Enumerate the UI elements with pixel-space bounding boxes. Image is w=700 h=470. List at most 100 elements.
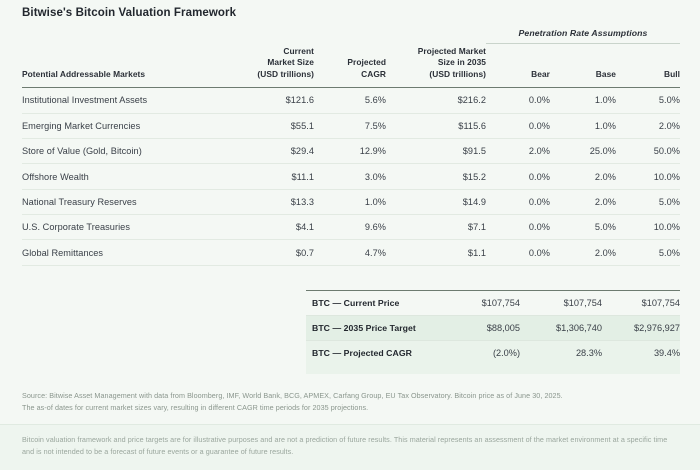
cell-market: Institutional Investment Assets bbox=[22, 88, 232, 114]
current-size-line3: (USD trillions) bbox=[257, 68, 314, 79]
projected-line2: Size in 2035 bbox=[437, 57, 486, 68]
source-line-1: Source: Bitwise Asset Management with da… bbox=[22, 391, 563, 400]
column-header-row: Potential Addressable Markets Current Ma… bbox=[22, 46, 680, 88]
btc-summary-body: BTC — Current Price $107,754 $107,754 $1… bbox=[306, 290, 680, 365]
btc-summary-panel: BTC — Current Price $107,754 $107,754 $1… bbox=[306, 290, 680, 374]
cell-cagr: 4.7% bbox=[314, 239, 386, 266]
summary-top-rule bbox=[306, 290, 680, 291]
cell-bear: 2.0% bbox=[486, 138, 550, 165]
cell-cagr: 7.5% bbox=[314, 113, 386, 139]
disclaimer-panel: Bitcoin valuation framework and price ta… bbox=[0, 424, 700, 470]
group-underline bbox=[486, 43, 680, 44]
col-header-current-size: Current Market Size (USD trillions) bbox=[232, 46, 314, 88]
cell-bull: 50.0% bbox=[616, 138, 680, 165]
cell-base: 1.0% bbox=[550, 113, 616, 139]
cell-market: Offshore Wealth bbox=[22, 163, 232, 190]
col-header-bull: Bull bbox=[616, 46, 680, 88]
cell-bear: 0.0% bbox=[486, 239, 550, 266]
summary-bull: $2,976,927 bbox=[602, 315, 680, 341]
cell-bear: 0.0% bbox=[486, 88, 550, 114]
penetration-group-label: Penetration Rate Assumptions bbox=[518, 28, 648, 38]
summary-bull: 39.4% bbox=[602, 340, 680, 365]
table-row: National Treasury Reserves $13.3 1.0% $1… bbox=[22, 189, 680, 216]
cell-base: 2.0% bbox=[550, 163, 616, 190]
cell-bull: 10.0% bbox=[616, 214, 680, 241]
table-row: Offshore Wealth $11.1 3.0% $15.2 0.0% 2.… bbox=[22, 163, 680, 190]
projected-line1: Projected Market bbox=[417, 46, 486, 56]
cell-bull: 5.0% bbox=[616, 239, 680, 266]
cell-projected-size: $14.9 bbox=[386, 189, 486, 216]
cell-cagr: 12.9% bbox=[314, 138, 386, 165]
table-row: Emerging Market Currencies $55.1 7.5% $1… bbox=[22, 113, 680, 139]
summary-bull: $107,754 bbox=[602, 291, 680, 316]
cell-cagr: 5.6% bbox=[314, 88, 386, 114]
summary-top-rule-row bbox=[306, 290, 680, 291]
col-header-bull-label: Bull bbox=[663, 68, 680, 79]
addressable-markets-body: Institutional Investment Assets $121.6 5… bbox=[22, 88, 680, 266]
table-row: U.S. Corporate Treasuries $4.1 9.6% $7.1… bbox=[22, 214, 680, 241]
current-size-line1: Current bbox=[283, 46, 314, 56]
col-header-projected-size: Projected Market Size in 2035 (USD trill… bbox=[386, 46, 486, 88]
cell-bull: 5.0% bbox=[616, 189, 680, 216]
summary-row-price-target: BTC — 2035 Price Target $88,005 $1,306,7… bbox=[306, 315, 680, 341]
cell-projected-size: $216.2 bbox=[386, 88, 486, 114]
cell-projected-size: $115.6 bbox=[386, 113, 486, 139]
summary-base: 28.3% bbox=[520, 340, 602, 365]
group-header-spacer bbox=[22, 28, 486, 46]
cell-base: 25.0% bbox=[550, 138, 616, 165]
cell-current-size: $4.1 bbox=[232, 214, 314, 241]
header-rule-row bbox=[22, 87, 680, 89]
table-row: Store of Value (Gold, Bitcoin) $29.4 12.… bbox=[22, 138, 680, 165]
cell-market: U.S. Corporate Treasuries bbox=[22, 214, 232, 241]
source-line-2: The as-of dates for current market sizes… bbox=[22, 402, 369, 412]
cell-market: Emerging Market Currencies bbox=[22, 113, 232, 139]
col-header-market-label: Potential Addressable Markets bbox=[22, 68, 146, 79]
cell-current-size: $29.4 bbox=[232, 138, 314, 165]
table-row: Institutional Investment Assets $121.6 5… bbox=[22, 88, 680, 114]
cell-current-size: $0.7 bbox=[232, 239, 314, 266]
col-header-bear: Bear bbox=[486, 46, 550, 88]
summary-row-current-price: BTC — Current Price $107,754 $107,754 $1… bbox=[306, 291, 680, 316]
summary-base: $107,754 bbox=[520, 291, 602, 316]
summary-bottom-pad bbox=[306, 365, 680, 374]
col-header-base: Base bbox=[550, 46, 616, 88]
summary-bear: $88,005 bbox=[442, 315, 520, 341]
table-row: Global Remittances $0.7 4.7% $1.1 0.0% 2… bbox=[22, 239, 680, 266]
summary-base: $1,306,740 bbox=[520, 315, 602, 341]
cell-bear: 0.0% bbox=[486, 189, 550, 216]
cell-current-size: $13.3 bbox=[232, 189, 314, 216]
addressable-markets-table: Penetration Rate Assumptions Potential A… bbox=[22, 28, 680, 266]
summary-row-projected-cagr: BTC — Projected CAGR (2.0%) 28.3% 39.4% bbox=[306, 340, 680, 365]
col-header-market: Potential Addressable Markets bbox=[22, 46, 232, 88]
cell-bear: 0.0% bbox=[486, 113, 550, 139]
page-title: Bitwise's Bitcoin Valuation Framework bbox=[22, 7, 237, 19]
current-size-line2: Market Size bbox=[267, 57, 314, 68]
cell-market: Global Remittances bbox=[22, 239, 232, 266]
summary-label: BTC — Current Price bbox=[306, 291, 442, 316]
cell-market: Store of Value (Gold, Bitcoin) bbox=[22, 138, 232, 165]
summary-label: BTC — Projected CAGR bbox=[306, 340, 442, 365]
cell-current-size: $11.1 bbox=[232, 163, 314, 190]
cell-current-size: $121.6 bbox=[232, 88, 314, 114]
cell-bull: 10.0% bbox=[616, 163, 680, 190]
cell-cagr: 3.0% bbox=[314, 163, 386, 190]
col-header-base-label: Base bbox=[595, 68, 616, 79]
cell-bear: 0.0% bbox=[486, 214, 550, 241]
projected-line3: (USD trillions) bbox=[429, 68, 486, 79]
cell-current-size: $55.1 bbox=[232, 113, 314, 139]
cell-market: National Treasury Reserves bbox=[22, 189, 232, 216]
disclaimer-line-1: Bitcoin valuation framework and price ta… bbox=[22, 435, 569, 444]
col-header-cagr: Projected CAGR bbox=[314, 46, 386, 88]
cagr-line1: Projected bbox=[347, 57, 386, 68]
cell-base: 2.0% bbox=[550, 239, 616, 266]
cell-projected-size: $91.5 bbox=[386, 138, 486, 165]
header-rule bbox=[22, 87, 680, 89]
cell-base: 1.0% bbox=[550, 88, 616, 114]
cell-bear: 0.0% bbox=[486, 163, 550, 190]
cagr-line2: CAGR bbox=[361, 68, 386, 79]
cell-base: 2.0% bbox=[550, 189, 616, 216]
cell-projected-size: $1.1 bbox=[386, 239, 486, 266]
cell-cagr: 9.6% bbox=[314, 214, 386, 241]
summary-label: BTC — 2035 Price Target bbox=[306, 315, 442, 341]
